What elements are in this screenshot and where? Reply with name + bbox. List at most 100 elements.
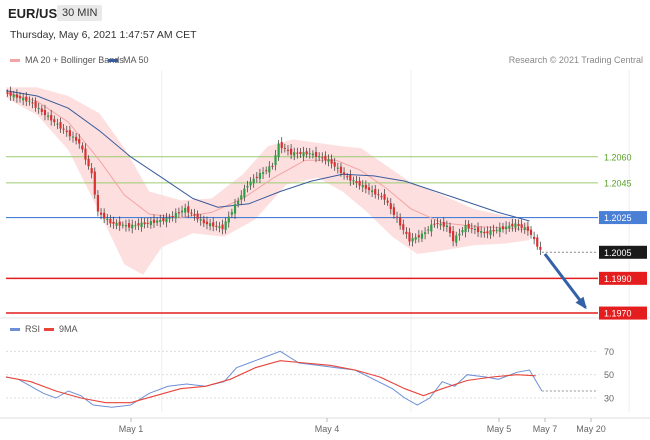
candle-body [498,227,501,232]
candle-body [152,219,156,223]
legend-rsi-swatch [10,327,20,331]
candle-body [386,200,389,203]
level-tag-1.2005 [599,245,647,259]
candle-body [339,166,343,173]
candle-body [165,218,168,223]
level-label-1.1990: 1.1990 [604,274,632,284]
rsi-ma9-line [5,360,536,404]
candle-body [218,226,221,228]
candle-body [40,108,43,112]
candle-body [480,231,483,233]
candle-body [399,217,402,226]
legend-ma50-swatch [108,58,118,62]
candle-body [411,238,414,242]
candle-body [34,101,37,108]
x-tick-label: May 5 [487,424,512,434]
research-credit: Research © 2021 Trading Central [508,55,643,65]
candle-body [352,180,355,182]
candle-body [31,102,34,104]
rsi-tick-label: 50 [604,370,614,380]
candle-body [196,213,199,220]
candle-body [18,96,22,99]
candle-body [202,219,205,224]
candle-body [336,167,339,169]
candle-body [131,224,134,229]
legend-ma20-swatch [10,58,20,62]
candle-body [137,223,140,226]
candle-body [311,153,314,156]
level-tag-1.2025 [599,211,647,225]
candle-body [265,170,268,172]
candle-body [162,218,165,222]
legend-ma20-label: MA 20 + Bollinger Bands [25,55,124,65]
candle-body [243,188,246,198]
candle-body [452,231,455,242]
candle-body [464,225,467,233]
candle-body [68,130,71,137]
candle-body [511,223,514,227]
legend-ma9: 9MA [44,324,78,334]
candle-body [293,152,296,156]
candle-body [246,185,249,188]
candle-body [156,220,159,223]
candle-body [299,151,302,155]
candle-body [208,223,212,227]
candle-body [529,229,533,235]
candle-body [330,159,333,164]
symbol-title: EUR/USD [8,6,67,21]
candle-body [277,143,280,158]
x-axis: May 1 May 4 May 5 May 7 May 20 [119,418,606,434]
candle-body [274,155,277,166]
candle-body [349,175,352,181]
candle-body [171,216,174,218]
candle-body [314,151,318,157]
candle-body [442,221,445,227]
candle-body [308,153,311,155]
candle-body [420,233,424,239]
candle-body [6,92,9,94]
candle-body [46,115,50,117]
legend-ma50: MA 50 [108,55,149,65]
candle-body [180,210,184,213]
candle-body [146,222,149,224]
candle-body [65,130,68,133]
candle-body [212,222,215,227]
candle-body [489,230,492,235]
candle-body [470,228,473,230]
rsi-panel: 30 50 70 [5,347,614,408]
candle-body [414,237,417,240]
candle-body [43,110,47,116]
candle-body [56,123,59,125]
candle-body [87,158,90,167]
candle-body [367,187,371,191]
candle-body [268,166,271,173]
forecast-arrow [543,253,587,310]
candle-body [523,227,526,230]
candle-body [467,223,470,229]
legend-ma9-label: 9MA [59,324,78,334]
candle-body [53,119,56,123]
candle-body [539,246,542,250]
candle-body [483,231,486,234]
timeframe-badge[interactable]: 30 MIN [57,5,103,21]
candle-body [258,173,262,179]
candle-body [374,189,377,195]
candle-body [458,233,461,236]
candle-body [9,91,12,96]
candle-body [280,142,283,149]
candle-body [405,231,408,234]
candle-body [109,218,112,224]
candle-body [62,128,65,130]
candle-body [361,185,364,188]
candle-body [221,224,224,230]
candle-body [290,148,293,155]
level-label-1.2060: 1.2060 [604,152,632,162]
level-label-1.2005: 1.2005 [604,248,632,258]
candle-body [383,194,386,200]
forecast-arrow-shaft [543,253,587,309]
candle-body [364,184,367,189]
candle-body [50,115,53,121]
candle-body [22,97,25,101]
rsi-tick-label: 30 [604,394,614,404]
